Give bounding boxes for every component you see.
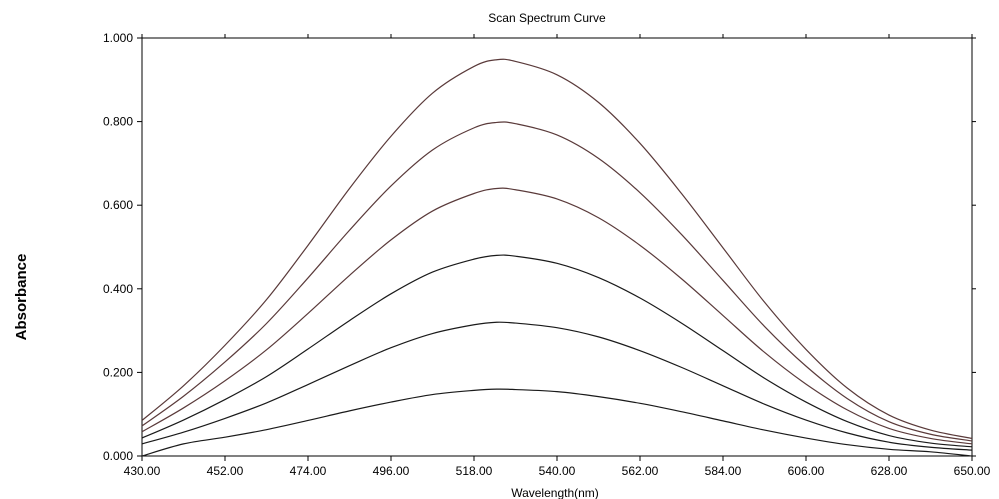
y-tick-label: 0.600 (103, 198, 133, 212)
chart-title: Scan Spectrum Curve (488, 11, 606, 25)
x-tick-label: 606.00 (788, 464, 825, 478)
x-tick-label: 430.00 (124, 464, 161, 478)
x-tick-label: 584.00 (705, 464, 742, 478)
spectrum-curve-5 (141, 321, 973, 451)
axis-ticks: 430.00 452.00 474.00 496.00 518.00 540.00 562.… (103, 31, 991, 478)
y-tick-label: 0.200 (103, 365, 133, 379)
y-tick-label: 0.000 (103, 449, 133, 463)
spectrum-curves (141, 58, 973, 457)
y-axis-label: Absorbance (13, 254, 30, 341)
x-tick-label: 562.00 (622, 464, 659, 478)
y-tick-label: 0.800 (103, 115, 133, 129)
plot-area-frame (141, 37, 973, 457)
x-tick-label: 496.00 (373, 464, 410, 478)
x-tick-label: 452.00 (207, 464, 244, 478)
spectrum-curve-3 (141, 187, 973, 445)
spectrum-curve-1 (141, 58, 973, 440)
spectrum-curve-6 (141, 388, 973, 457)
x-tick-label: 474.00 (290, 464, 327, 478)
y-tick-label: 1.000 (103, 31, 133, 45)
spectrum-curve-4 (141, 254, 973, 448)
x-tick-label: 650.00 (954, 464, 991, 478)
y-tick-label: 0.400 (103, 282, 133, 296)
x-tick-label: 628.00 (871, 464, 908, 478)
x-tick-label: 518.00 (456, 464, 493, 478)
x-tick-label: 540.00 (539, 464, 576, 478)
x-axis-label: Wavelength(nm) (511, 486, 599, 499)
spectrum-curve-2 (141, 121, 973, 442)
